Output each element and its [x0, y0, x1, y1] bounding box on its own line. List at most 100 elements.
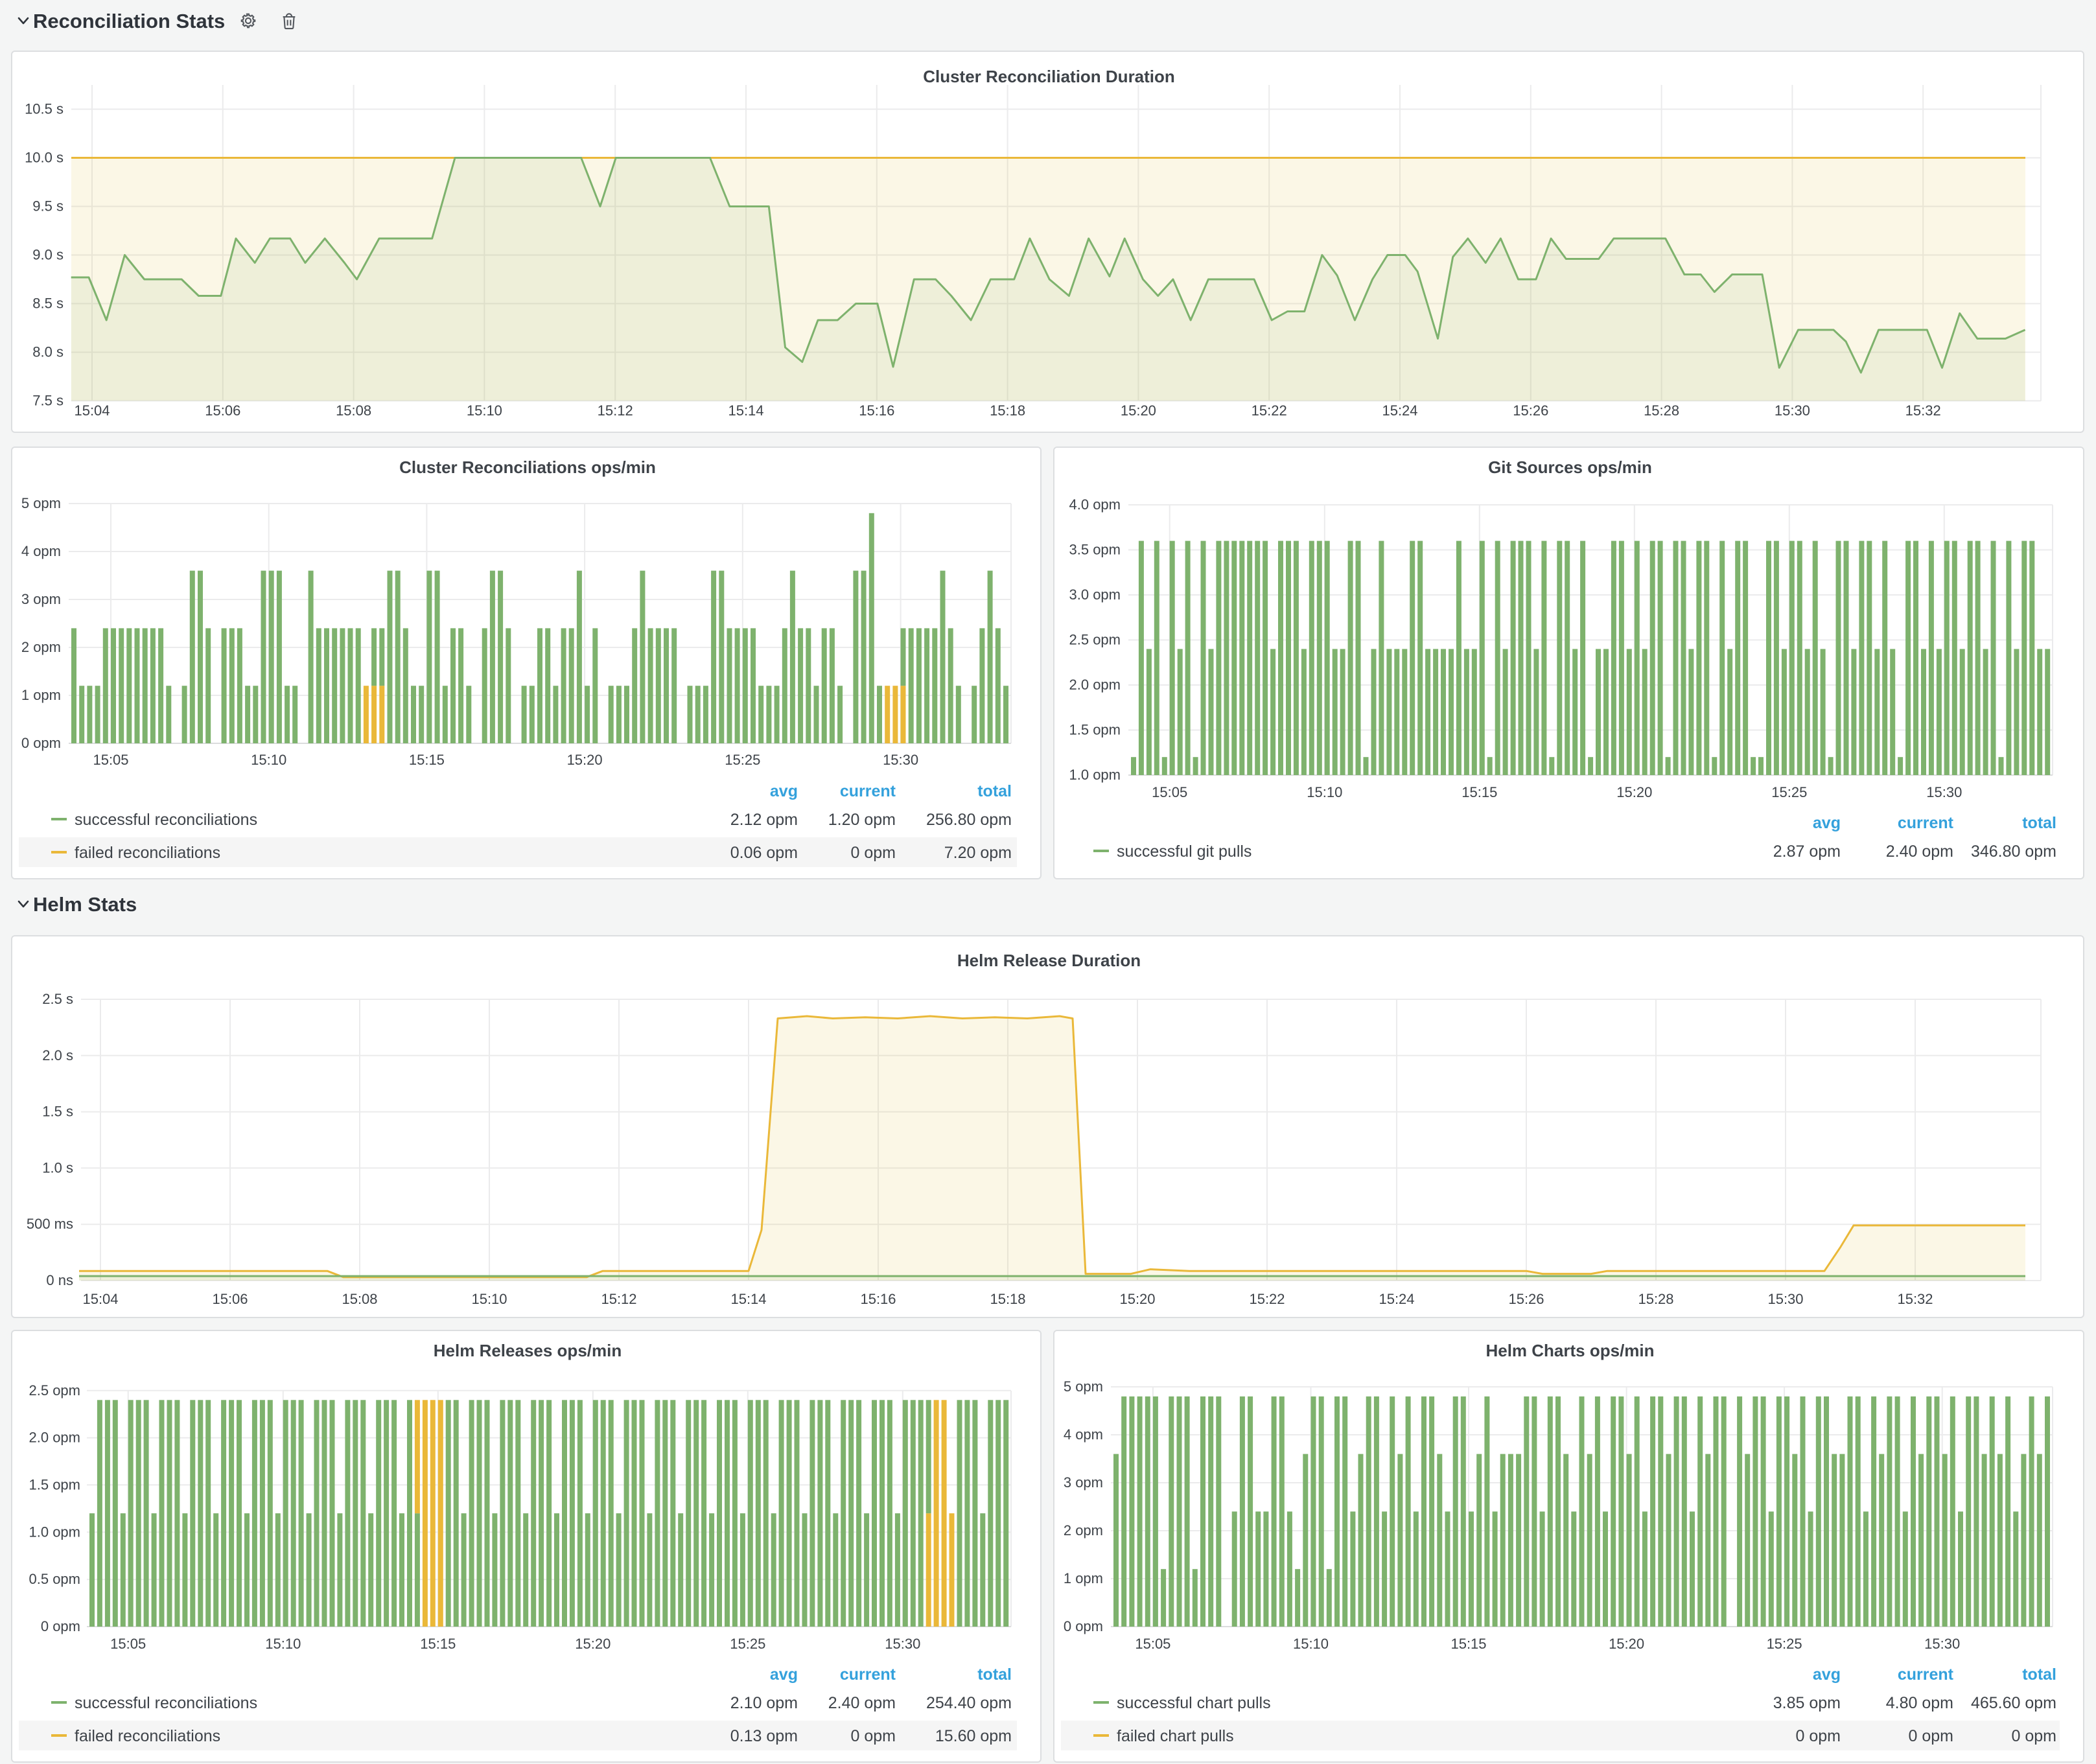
svg-text:15:18: 15:18: [990, 1291, 1025, 1307]
svg-text:15:12: 15:12: [598, 402, 633, 419]
svg-text:15:28: 15:28: [1638, 1291, 1673, 1307]
svg-text:7.5 s: 7.5 s: [32, 393, 64, 409]
svg-text:1.20 opm: 1.20 opm: [828, 811, 896, 829]
svg-text:15:25: 15:25: [730, 1636, 765, 1652]
svg-text:15:24: 15:24: [1382, 402, 1417, 419]
svg-text:1.0 opm: 1.0 opm: [29, 1524, 81, 1540]
svg-text:0 opm: 0 opm: [2012, 1727, 2056, 1745]
svg-text:15:25: 15:25: [725, 752, 760, 768]
svg-text:15:30: 15:30: [883, 752, 918, 768]
svg-text:15:05: 15:05: [93, 752, 128, 768]
svg-text:3 opm: 3 opm: [21, 591, 61, 607]
svg-text:7.20 opm: 7.20 opm: [944, 844, 1012, 862]
svg-text:avg: avg: [1813, 814, 1841, 832]
svg-text:0.06 opm: 0.06 opm: [730, 844, 798, 862]
svg-text:avg: avg: [770, 782, 798, 800]
svg-text:15:15: 15:15: [420, 1636, 456, 1652]
svg-text:15:25: 15:25: [1767, 1636, 1802, 1652]
svg-text:15:06: 15:06: [212, 1291, 248, 1307]
svg-text:15:16: 15:16: [859, 402, 894, 419]
svg-text:2.0 opm: 2.0 opm: [1069, 677, 1121, 693]
svg-text:15:04: 15:04: [74, 402, 110, 419]
svg-text:successful git pulls: successful git pulls: [1117, 842, 1252, 861]
svg-text:2 opm: 2 opm: [21, 639, 61, 655]
svg-text:5 opm: 5 opm: [21, 495, 61, 511]
svg-text:15:32: 15:32: [1897, 1291, 1933, 1307]
svg-text:failed reconciliations: failed reconciliations: [75, 844, 220, 862]
svg-text:2 opm: 2 opm: [1064, 1522, 1103, 1538]
svg-text:3.5 opm: 3.5 opm: [1069, 542, 1121, 558]
svg-text:15:22: 15:22: [1249, 1291, 1285, 1307]
svg-text:0 ns: 0 ns: [46, 1272, 73, 1288]
svg-text:0 opm: 0 opm: [21, 735, 61, 751]
svg-text:15:26: 15:26: [1513, 402, 1548, 419]
svg-text:15:14: 15:14: [728, 402, 763, 419]
svg-text:15:22: 15:22: [1252, 402, 1287, 419]
svg-text:Cluster Reconciliation Duratio: Cluster Reconciliation Duration: [923, 67, 1175, 86]
svg-text:500 ms: 500 ms: [27, 1216, 73, 1232]
svg-text:2.40 opm: 2.40 opm: [828, 1694, 896, 1712]
svg-text:1.0 s: 1.0 s: [42, 1159, 73, 1176]
svg-text:15:28: 15:28: [1644, 402, 1679, 419]
svg-text:15:24: 15:24: [1379, 1291, 1414, 1307]
svg-text:total: total: [977, 1665, 1012, 1684]
svg-text:3.85 opm: 3.85 opm: [1773, 1694, 1841, 1712]
svg-text:2.10 opm: 2.10 opm: [730, 1694, 798, 1712]
svg-text:15:04: 15:04: [82, 1291, 118, 1307]
svg-text:0 opm: 0 opm: [851, 1727, 896, 1745]
svg-text:successful reconciliations: successful reconciliations: [75, 1694, 257, 1712]
svg-text:15:08: 15:08: [342, 1291, 377, 1307]
svg-text:successful chart pulls: successful chart pulls: [1117, 1694, 1271, 1712]
svg-text:0 opm: 0 opm: [1064, 1618, 1103, 1634]
svg-text:4 opm: 4 opm: [21, 543, 61, 559]
svg-text:15:20: 15:20: [1121, 402, 1156, 419]
svg-text:current: current: [1898, 814, 1954, 832]
svg-text:15:14: 15:14: [730, 1291, 766, 1307]
svg-text:0 opm: 0 opm: [1909, 1727, 1953, 1745]
svg-text:2.12 opm: 2.12 opm: [730, 811, 798, 829]
svg-text:Helm Release Duration: Helm Release Duration: [957, 951, 1141, 970]
svg-text:15:10: 15:10: [1293, 1636, 1329, 1652]
svg-text:15:16: 15:16: [860, 1291, 896, 1307]
svg-text:failed reconciliations: failed reconciliations: [75, 1727, 220, 1745]
svg-text:10.0 s: 10.0 s: [25, 150, 64, 166]
svg-text:total: total: [2022, 814, 2056, 832]
svg-text:1.5 s: 1.5 s: [42, 1104, 73, 1120]
svg-text:avg: avg: [770, 1665, 798, 1684]
svg-text:Git Sources ops/min: Git Sources ops/min: [1488, 458, 1652, 477]
svg-text:current: current: [840, 1665, 896, 1684]
svg-text:15:15: 15:15: [1461, 784, 1497, 800]
svg-text:0 opm: 0 opm: [851, 844, 896, 862]
svg-text:15:20: 15:20: [1119, 1291, 1155, 1307]
svg-text:15:30: 15:30: [1775, 402, 1810, 419]
svg-text:15:05: 15:05: [110, 1636, 146, 1652]
svg-text:3 opm: 3 opm: [1064, 1474, 1103, 1491]
svg-text:1 opm: 1 opm: [21, 687, 61, 703]
svg-text:15:20: 15:20: [1609, 1636, 1644, 1652]
svg-text:2.5 s: 2.5 s: [42, 991, 73, 1007]
svg-text:8.5 s: 8.5 s: [32, 296, 64, 312]
svg-text:15:30: 15:30: [885, 1636, 920, 1652]
svg-text:Helm Charts ops/min: Helm Charts ops/min: [1485, 1341, 1654, 1360]
svg-text:15.60 opm: 15.60 opm: [935, 1727, 1012, 1745]
svg-text:15:15: 15:15: [409, 752, 445, 768]
svg-text:256.80 opm: 256.80 opm: [926, 811, 1012, 829]
svg-text:2.5 opm: 2.5 opm: [29, 1382, 81, 1398]
svg-text:0.5 opm: 0.5 opm: [29, 1571, 81, 1587]
svg-text:4 opm: 4 opm: [1064, 1426, 1103, 1443]
svg-text:1.0 opm: 1.0 opm: [1069, 767, 1121, 783]
svg-text:15:10: 15:10: [471, 1291, 507, 1307]
svg-text:current: current: [1898, 1665, 1954, 1684]
svg-text:0.13 opm: 0.13 opm: [730, 1727, 798, 1745]
svg-text:4.80 opm: 4.80 opm: [1886, 1694, 1953, 1712]
svg-text:2.87 opm: 2.87 opm: [1773, 842, 1841, 861]
svg-text:2.40 opm: 2.40 opm: [1886, 842, 1953, 861]
svg-text:2.0 s: 2.0 s: [42, 1047, 73, 1063]
svg-text:15:30: 15:30: [1924, 1636, 1960, 1652]
svg-text:15:08: 15:08: [336, 402, 371, 419]
svg-text:15:18: 15:18: [990, 402, 1025, 419]
svg-text:15:10: 15:10: [1307, 784, 1342, 800]
svg-text:15:26: 15:26: [1508, 1291, 1544, 1307]
svg-text:15:06: 15:06: [205, 402, 240, 419]
svg-text:9.0 s: 9.0 s: [32, 247, 64, 263]
